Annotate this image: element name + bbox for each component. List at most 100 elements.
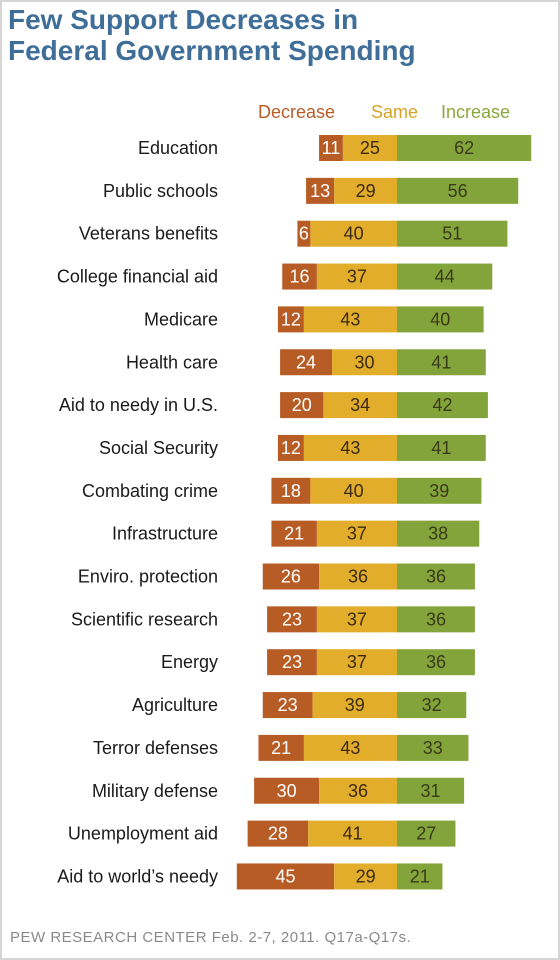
value-label-same-infrastructure: 37	[347, 524, 367, 544]
value-label-increase-public-schools: 56	[448, 181, 468, 201]
value-label-increase-social-security: 41	[431, 438, 451, 458]
bar-decrease-college-financial-aid	[282, 263, 317, 290]
value-label-decrease-enviro-protection: 26	[281, 567, 301, 587]
category-label-aid-to-world-s-needy: Aid to world’s needy	[57, 866, 218, 886]
value-label-same-unemployment-aid: 41	[343, 824, 363, 844]
value-label-decrease-college-financial-aid: 16	[290, 267, 310, 287]
value-label-decrease-health-care: 24	[296, 352, 316, 372]
value-label-decrease-aid-to-needy-in-u-s: 20	[292, 395, 312, 415]
value-label-increase-college-financial-aid: 44	[435, 267, 455, 287]
bar-increase-terror-defenses	[397, 734, 469, 761]
bar-increase-unemployment-aid	[397, 820, 456, 847]
bar-increase-public-schools	[397, 177, 519, 204]
value-label-decrease-energy: 23	[282, 652, 302, 672]
value-label-decrease-terror-defenses: 21	[271, 738, 291, 758]
value-label-decrease-scientific-research: 23	[282, 609, 302, 629]
value-label-increase-aid-to-needy-in-u-s: 42	[432, 395, 452, 415]
value-label-same-aid-to-needy-in-u-s: 34	[350, 395, 370, 415]
bar-same-energy	[316, 649, 397, 676]
category-label-aid-to-needy-in-u-s: Aid to needy in U.S.	[59, 395, 218, 415]
bar-decrease-unemployment-aid	[247, 820, 309, 847]
bar-decrease-enviro-protection	[262, 563, 320, 590]
bar-same-terror-defenses	[303, 734, 397, 761]
value-label-decrease-social-security: 12	[281, 438, 301, 458]
category-label-energy: Energy	[161, 652, 218, 672]
value-label-decrease-combating-crime: 18	[281, 481, 301, 501]
bar-increase-energy	[397, 649, 475, 676]
bar-decrease-veterans-benefits	[297, 220, 311, 247]
value-label-increase-veterans-benefits: 51	[442, 224, 462, 244]
bar-decrease-infrastructure	[271, 520, 317, 547]
bar-same-aid-to-needy-in-u-s	[323, 392, 397, 419]
value-label-increase-medicare: 40	[430, 309, 450, 329]
bar-increase-combating-crime	[397, 477, 482, 504]
bar-decrease-terror-defenses	[258, 734, 304, 761]
value-label-same-aid-to-world-s-needy: 29	[356, 866, 376, 886]
value-label-decrease-military-defense: 30	[277, 781, 297, 801]
category-label-terror-defenses: Terror defenses	[93, 738, 218, 758]
value-label-same-medicare: 43	[340, 309, 360, 329]
value-label-same-agriculture: 39	[345, 695, 365, 715]
category-label-college-financial-aid: College financial aid	[57, 267, 218, 287]
value-label-same-enviro-protection: 36	[348, 567, 368, 587]
value-label-decrease-veterans-benefits: 6	[299, 224, 309, 244]
value-label-same-military-defense: 36	[348, 781, 368, 801]
bar-same-social-security	[303, 434, 397, 461]
bar-increase-social-security	[397, 434, 486, 461]
legend-same: Same	[371, 102, 418, 122]
bar-same-agriculture	[312, 692, 397, 719]
bar-increase-scientific-research	[397, 606, 475, 633]
value-label-same-social-security: 43	[340, 438, 360, 458]
value-label-increase-aid-to-world-s-needy: 21	[410, 866, 430, 886]
value-label-decrease-infrastructure: 21	[284, 524, 304, 544]
value-label-increase-agriculture: 32	[422, 695, 442, 715]
value-label-decrease-public-schools: 13	[310, 181, 330, 201]
bar-decrease-energy	[267, 649, 317, 676]
value-label-decrease-medicare: 12	[281, 309, 301, 329]
bar-decrease-health-care	[280, 349, 333, 376]
bar-increase-health-care	[397, 349, 486, 376]
category-label-health-care: Health care	[126, 352, 218, 372]
bar-increase-agriculture	[397, 692, 467, 719]
value-label-same-education: 25	[360, 138, 380, 158]
bar-same-military-defense	[319, 777, 397, 804]
value-label-increase-energy: 36	[426, 652, 446, 672]
category-label-military-defense: Military defense	[92, 781, 218, 801]
value-label-increase-terror-defenses: 33	[423, 738, 443, 758]
title-line-1: Few Support Decreases in	[8, 4, 359, 35]
value-label-decrease-education: 11	[322, 138, 341, 158]
value-label-same-public-schools: 29	[356, 181, 376, 201]
legend-increase: Increase	[441, 102, 510, 122]
bar-decrease-scientific-research	[267, 606, 317, 633]
bar-same-unemployment-aid	[308, 820, 398, 847]
bar-same-infrastructure	[316, 520, 397, 547]
value-label-same-health-care: 30	[355, 352, 375, 372]
value-label-increase-education: 62	[454, 138, 474, 158]
category-label-agriculture: Agriculture	[132, 695, 218, 715]
bar-same-medicare	[303, 306, 397, 333]
value-label-decrease-aid-to-world-s-needy: 45	[275, 866, 295, 886]
source-note: PEW RESEARCH CENTER Feb. 2-7, 2011. Q17a…	[10, 929, 412, 946]
category-label-medicare: Medicare	[144, 309, 218, 329]
bar-decrease-combating-crime	[271, 477, 311, 504]
value-label-same-energy: 37	[347, 652, 367, 672]
category-label-scientific-research: Scientific research	[71, 609, 218, 629]
bar-same-college-financial-aid	[316, 263, 397, 290]
value-label-same-terror-defenses: 43	[340, 738, 360, 758]
bar-same-enviro-protection	[319, 563, 397, 590]
bar-increase-infrastructure	[397, 520, 480, 547]
bar-increase-medicare	[397, 306, 484, 333]
bar-increase-college-financial-aid	[397, 263, 493, 290]
bar-decrease-aid-to-world-s-needy	[236, 863, 335, 890]
value-label-decrease-unemployment-aid: 28	[268, 824, 288, 844]
bar-same-public-schools	[334, 177, 397, 204]
title-line-2: Federal Government Spending	[8, 35, 416, 66]
bar-same-combating-crime	[310, 477, 397, 504]
bar-increase-military-defense	[397, 777, 465, 804]
category-label-unemployment-aid: Unemployment aid	[68, 824, 218, 844]
bar-decrease-public-schools	[306, 177, 335, 204]
value-label-increase-infrastructure: 38	[428, 524, 448, 544]
value-label-same-college-financial-aid: 37	[347, 267, 367, 287]
category-label-public-schools: Public schools	[103, 181, 218, 201]
